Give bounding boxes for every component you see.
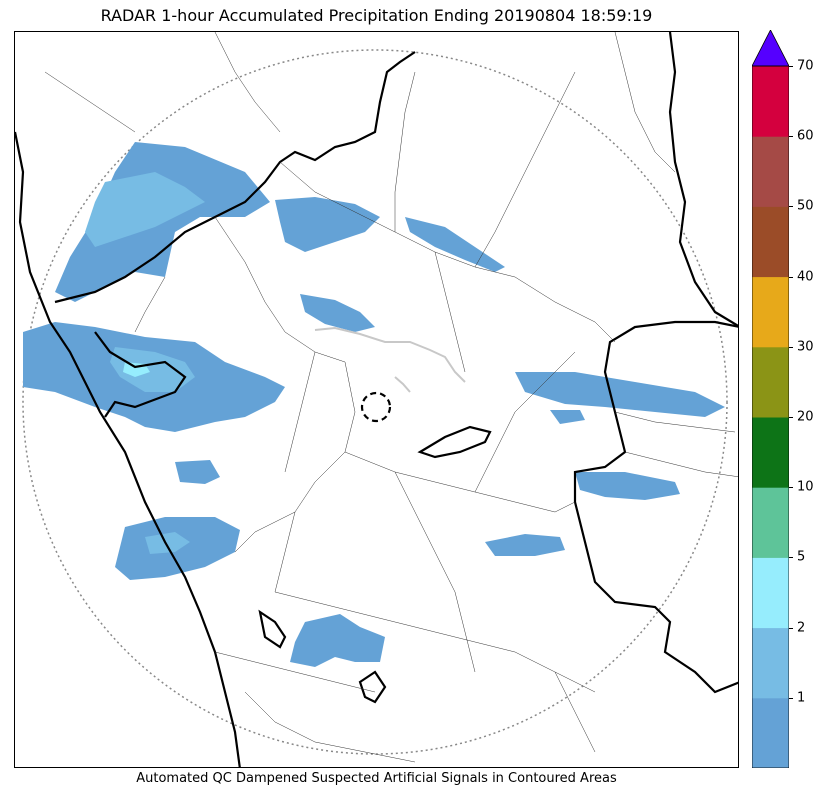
radar-map [14,31,739,768]
precip-area-nw-core [85,172,205,247]
precipitation-layer [23,142,725,667]
colorbar-segment-9 [752,66,789,137]
state-boundaries [15,32,738,767]
colorbar-segment-4 [752,417,789,488]
colorbar-segment-7 [752,206,789,278]
colorbar-over-arrow [752,30,789,67]
colorbar-segment-5 [752,346,789,418]
boundary-west-inner [94,331,187,418]
map-caption: Automated QC Dampened Suspected Artifici… [136,771,617,786]
boundary-karnataka-north [54,51,416,304]
colorbar-tick-mark [789,557,793,559]
colorbar-tick-label: 5 [797,549,806,565]
radar-map-svg [15,32,738,767]
precip-area-small-east [550,410,585,424]
precip-area-east-3 [485,534,565,556]
boundary-east-lower [573,320,738,694]
precip-area-sw-core [145,532,190,554]
range-ring [22,49,728,755]
colorbar-tick-mark [789,346,793,348]
colorbar-tick-label: 2 [797,620,806,636]
precip-area-central-band [300,294,375,332]
colorbar-tick-mark [789,417,793,418]
colorbar-segment-1 [752,627,789,699]
radar-site-marker [360,391,392,423]
colorbar-tick-label: 30 [797,339,814,355]
colorbar-tick-label: 60 [797,128,814,144]
boundary-enclave-2 [258,609,287,649]
colorbar-tick-mark [789,697,793,699]
colorbar-tick-mark [789,136,793,138]
colorbar-tick-label: 50 [797,198,814,214]
coastline-west [15,131,241,767]
boundary-enclave-3 [358,670,387,704]
boundary-enclave-1 [417,425,492,459]
colorbar-tick-label: 10 [797,479,814,495]
map-title: RADAR 1-hour Accumulated Precipitation E… [100,6,653,25]
colorbar-tick-label: 70 [797,58,814,74]
colorbar-tick-label: 1 [797,690,806,706]
colorbar-tick-mark [789,487,793,489]
qc-contours [314,326,466,393]
colorbar-frame [752,65,789,768]
precip-area-west-core [110,347,195,392]
precip-area-small-west [175,460,220,484]
colorbar-tick-mark [789,627,793,629]
precip-area-north [275,197,380,252]
colorbar [752,30,789,768]
precip-area-east-2 [575,472,680,500]
colorbar-segment-3 [752,487,789,558]
colorbar-segments [752,66,789,768]
colorbar-segment-0 [752,697,789,768]
colorbar-tick-mark [789,206,793,208]
precip-area-east [515,372,725,417]
colorbar-tick-mark [789,276,793,278]
qc-contour-2 [394,376,411,393]
qc-contour-1 [314,326,466,383]
colorbar-segment-6 [752,276,789,348]
boundary-east [668,32,738,328]
district-boundaries [44,32,738,763]
precip-area-south [290,614,385,667]
colorbar-tick-label: 40 [797,269,814,285]
colorbar-tick-mark [789,66,793,67]
colorbar-segment-8 [752,136,789,207]
colorbar-tick-label: 20 [797,409,814,425]
colorbar-segment-2 [752,557,789,629]
